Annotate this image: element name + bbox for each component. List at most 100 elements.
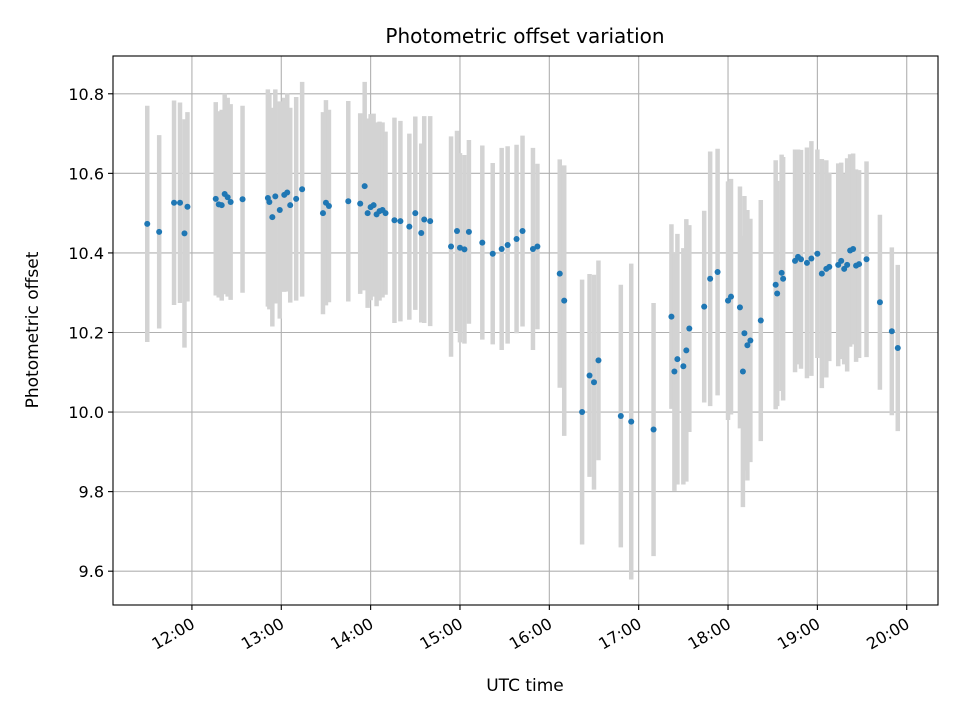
data-point (227, 199, 234, 206)
data-point (617, 413, 624, 420)
data-point (513, 236, 520, 242)
data-point (814, 250, 821, 257)
data-point (391, 217, 398, 224)
data-point (668, 313, 675, 320)
data-point (181, 230, 188, 237)
data-point (780, 275, 787, 282)
data-point (774, 290, 781, 297)
chart-title: Photometric offset variation (385, 24, 664, 48)
data-point (319, 210, 326, 217)
data-point (686, 325, 693, 332)
data-point (838, 257, 845, 264)
y-axis: 9.6 9.8 10.0 10.2 10.4 10.6 10.8 (68, 85, 113, 581)
data-point (212, 195, 219, 202)
y-tick-label: 10.8 (68, 85, 104, 104)
data-point (741, 330, 748, 337)
data-point (287, 202, 294, 209)
data-point (427, 218, 434, 225)
data-point (650, 426, 657, 433)
data-point (156, 228, 163, 235)
data-point (757, 317, 764, 324)
data-point (421, 216, 428, 223)
y-tick-label: 9.6 (79, 562, 104, 581)
data-point (844, 261, 851, 268)
data-point (856, 261, 863, 268)
data-point (863, 256, 870, 263)
data-point (671, 368, 678, 375)
data-point (714, 269, 721, 276)
data-point (586, 372, 593, 379)
data-point (412, 210, 419, 217)
data-point (803, 259, 810, 266)
data-point (276, 206, 283, 213)
data-point (266, 199, 273, 206)
data-point (628, 418, 635, 425)
data-point (680, 363, 687, 370)
data-point (707, 275, 714, 282)
data-point (269, 214, 276, 221)
data-point (519, 228, 526, 235)
data-point (218, 202, 225, 209)
data-point (397, 218, 404, 225)
data-point (778, 269, 785, 276)
data-point (894, 345, 901, 352)
data-point (579, 409, 586, 416)
data-point (744, 342, 751, 349)
data-point (797, 256, 804, 263)
data-point (739, 368, 746, 375)
y-tick-label: 10.2 (68, 323, 104, 342)
data-point (674, 356, 681, 363)
data-point (591, 379, 598, 386)
data-point (406, 223, 413, 230)
y-tick-label: 10.6 (68, 164, 104, 183)
data-point (299, 186, 306, 193)
data-points (144, 183, 901, 433)
data-point (361, 183, 368, 190)
data-point (826, 263, 833, 270)
data-point (736, 304, 743, 311)
data-point (529, 245, 536, 252)
data-point (683, 347, 690, 354)
data-point (239, 196, 246, 203)
y-tick-label: 9.8 (79, 483, 104, 502)
data-point (747, 337, 754, 344)
data-point (489, 250, 496, 257)
data-point (772, 281, 779, 288)
data-point (479, 239, 486, 246)
y-tick-label: 10.0 (68, 403, 104, 422)
data-point (448, 243, 455, 250)
y-axis-label: Photometric offset (23, 251, 43, 408)
data-point (357, 200, 364, 207)
data-point (728, 293, 735, 300)
data-point (224, 194, 231, 201)
plot-frame (112, 55, 939, 606)
data-point (453, 228, 460, 235)
data-point (498, 245, 505, 252)
data-point (561, 297, 568, 304)
data-point (808, 255, 815, 262)
data-point (325, 202, 332, 209)
data-point (144, 220, 151, 227)
data-point (850, 245, 857, 252)
data-point (556, 270, 563, 277)
data-point (888, 328, 895, 335)
data-point (504, 241, 511, 248)
data-point (461, 246, 468, 253)
data-point (171, 199, 178, 206)
data-point (534, 243, 541, 250)
data-point (177, 199, 184, 206)
data-point (364, 210, 371, 217)
data-point (284, 189, 291, 196)
data-point (370, 202, 377, 209)
x-axis-label: UTC time (486, 676, 564, 696)
data-point (272, 193, 279, 200)
data-point (701, 303, 708, 310)
data-point (418, 230, 425, 237)
data-point (382, 210, 389, 217)
data-point (184, 203, 191, 210)
data-point (345, 198, 352, 205)
data-point (465, 228, 472, 235)
data-point (876, 299, 883, 306)
